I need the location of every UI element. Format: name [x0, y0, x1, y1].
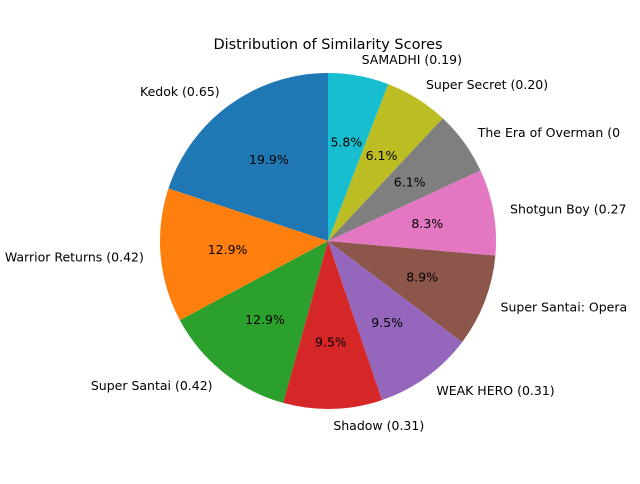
slice-label-1: Kedok (0.65) [140, 84, 220, 99]
percent-label-2: 12.9% [208, 242, 248, 257]
percent-label-3: 12.9% [245, 312, 285, 327]
percent-label-5: 9.5% [371, 315, 403, 330]
slice-label-6: Super Santai: Opera [501, 300, 628, 315]
slice-labels: Kedok (0.65) Warrior Returns (0.42) Super … [5, 52, 627, 433]
slice-label-5: WEAK HERO (0.31) [436, 383, 554, 398]
percent-label-10: 5.8% [330, 134, 362, 149]
slice-label-7: Shotgun Boy (0.27 [510, 202, 626, 217]
percent-label-4: 9.5% [315, 334, 347, 349]
pie-slice-8 [328, 118, 481, 241]
pie-slice-4 [283, 241, 383, 409]
percent-label-9: 6.1% [366, 148, 398, 163]
slice-label-10: SAMADHI (0.19) [362, 52, 462, 67]
slice-label-2: Warrior Returns (0.42) [5, 250, 144, 265]
percent-label-7: 8.3% [411, 216, 443, 231]
pie-slice-6 [328, 241, 496, 343]
pie-slices [159, 73, 497, 409]
pie-slice-2 [159, 188, 328, 321]
percent-label-6: 8.9% [406, 270, 438, 285]
slice-label-4: Shadow (0.31) [333, 418, 424, 433]
pie-slice-10 [328, 73, 389, 241]
pie-slice-7 [328, 170, 497, 256]
percent-labels: 19.9% 12.9% 12.9% 9.5% 9.5% 8.9% 8.3% 6.1% 6.1% 5… [208, 134, 444, 349]
slice-label-9: Super Secret (0.20) [426, 77, 548, 92]
percent-label-1: 19.9% [249, 152, 289, 167]
pie-slice-1 [168, 73, 328, 241]
pie-slice-9 [328, 84, 443, 241]
chart-title: Distribution of Similarity Scores [213, 37, 442, 53]
slice-label-3: Super Santai (0.42) [91, 378, 213, 393]
pie-slice-3 [179, 241, 328, 403]
slice-label-8: The Era of Overman (0 [477, 125, 620, 140]
pie-slice-5 [328, 241, 463, 401]
percent-label-8: 6.1% [394, 174, 426, 189]
